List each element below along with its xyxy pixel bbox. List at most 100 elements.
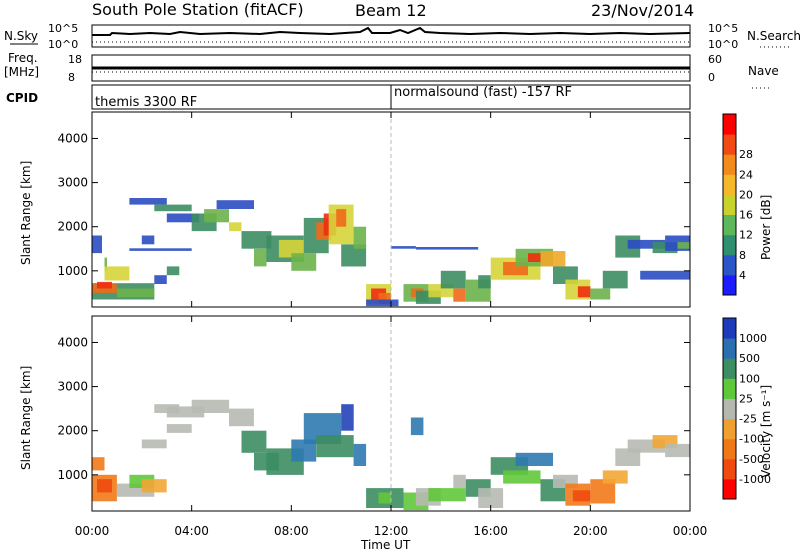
- nsky-series: [92, 26, 691, 36]
- power-heatmap: [92, 198, 690, 307]
- velocity-ylabel: Slant Range [km]: [19, 366, 33, 470]
- colorbar-swatch: [723, 478, 736, 500]
- freq-label: Freq.: [8, 51, 38, 65]
- x-tick-label: 00:00: [673, 524, 708, 538]
- velocity-colorbar-label: Velocity [m s⁻¹]: [759, 385, 773, 478]
- nave-tick-top: 60: [708, 53, 722, 66]
- colorbar-swatch: [723, 254, 736, 276]
- power-cell: [440, 270, 466, 289]
- colorbar-tick-label: 16: [739, 209, 753, 222]
- velocity-cell: [191, 399, 230, 413]
- power-cell: [241, 231, 272, 249]
- power-cell: [353, 226, 367, 249]
- colorbar-tick-label: -1000: [739, 473, 771, 486]
- velocity-cell: [141, 479, 167, 493]
- colorbar-swatch: [723, 174, 736, 195]
- x-tick-label: 00:00: [75, 524, 110, 538]
- date-label: 23/Nov/2014: [591, 1, 694, 20]
- velocity-cell: [572, 490, 591, 502]
- power-cell: [154, 204, 192, 212]
- colorbar-swatch: [723, 274, 736, 296]
- power-colorbar-label: Power [dB]: [759, 195, 773, 260]
- power-cell: [104, 266, 130, 281]
- velocity-cell: [453, 474, 466, 488]
- y-tick-label: 4000: [57, 335, 88, 349]
- power-cell: [415, 247, 479, 250]
- nsky-label: N.Sky: [4, 29, 38, 43]
- cpid-segment-2: normalsound (fast) -157 RF: [394, 85, 572, 100]
- velocity-cell: [515, 452, 553, 466]
- colorbar-tick-label: -25: [739, 413, 757, 426]
- colorbar-swatch: [723, 418, 736, 440]
- velocity-cell: [92, 457, 105, 471]
- cpid-label: CPID: [6, 91, 38, 105]
- colorbar-swatch: [723, 458, 736, 480]
- velocity-cell: [410, 417, 424, 436]
- velocity-cell: [428, 488, 466, 502]
- colorbar-swatch: [723, 134, 736, 155]
- power-cell: [129, 248, 192, 251]
- velocity-cell: [353, 443, 367, 466]
- power-cell: [453, 288, 466, 302]
- power-cell: [478, 275, 491, 289]
- colorbar-tick-label: 12: [739, 229, 753, 242]
- power-cell: [378, 292, 391, 304]
- velocity-cell: [378, 492, 391, 504]
- nsearch-label: N.Search: [747, 29, 800, 43]
- y-tick-label: 3000: [57, 380, 88, 394]
- power-cell: [336, 209, 347, 227]
- power-cell: [154, 275, 167, 284]
- power-axes: 1000 2000 3000 4000: [57, 112, 691, 307]
- nave-tick-bottom: 0: [708, 71, 715, 84]
- power-cell: [254, 248, 267, 267]
- power-cell: [278, 239, 304, 258]
- y-tick-label: 1000: [57, 468, 88, 482]
- power-cell: [216, 200, 254, 209]
- y-tick-label: 1000: [57, 264, 88, 278]
- velocity-cell: [291, 439, 317, 462]
- y-tick-label: 3000: [57, 176, 88, 190]
- velocity-cell: [503, 470, 541, 484]
- colorbar-tick-label: 4: [739, 269, 746, 282]
- station-title: South Pole Station (fitACF): [92, 0, 304, 19]
- velocity-cell: [478, 488, 504, 508]
- power-cell: [528, 253, 541, 262]
- velocity-heatmap: [92, 399, 690, 511]
- velocity-cell: [229, 408, 254, 427]
- velocity-cell: [166, 424, 192, 433]
- velocity-cell: [241, 430, 267, 453]
- x-tick-label: 04:00: [174, 524, 209, 538]
- colorbar-swatch: [723, 318, 736, 339]
- colorbar-tick-label: 24: [739, 168, 753, 181]
- power-cell: [391, 246, 416, 249]
- colorbar-frame: [722, 113, 737, 296]
- power-cell: [366, 299, 399, 307]
- nsky-strip-frame: [91, 24, 691, 48]
- velocity-cell: [154, 404, 180, 413]
- power-cell: [204, 209, 229, 223]
- colorbar-tick-label: 20: [739, 188, 753, 201]
- colorbar-tick-label: 8: [739, 249, 746, 262]
- x-tick-label: 20:00: [573, 524, 608, 538]
- power-cell: [104, 257, 107, 271]
- colorbar-swatch: [723, 154, 736, 175]
- x-axis-label: Time UT: [360, 538, 411, 552]
- colorbar-swatch: [723, 378, 736, 399]
- x-tick-label: 16:00: [473, 524, 508, 538]
- nave-label: Nave: [748, 64, 779, 78]
- power-cell: [540, 251, 566, 267]
- freq-tick-bottom: 8: [68, 71, 75, 84]
- power-cell: [602, 270, 628, 289]
- time-axis: 00:00 04:00 08:00 12:00 16:00 20:00 00:00: [75, 524, 708, 538]
- colorbar-tick-label: -500: [739, 453, 764, 466]
- power-cell: [141, 235, 155, 245]
- colorbar-swatch: [723, 194, 736, 215]
- power-cell: [166, 266, 180, 276]
- cpid-segment-1: themis 3300 RF: [95, 95, 197, 110]
- nsky-tick-top: 10^5: [48, 22, 78, 35]
- colorbar-tick-label: 28: [739, 148, 753, 161]
- y-tick-label: 4000: [57, 131, 88, 145]
- power-cell: [97, 281, 112, 289]
- power-cell: [677, 242, 690, 249]
